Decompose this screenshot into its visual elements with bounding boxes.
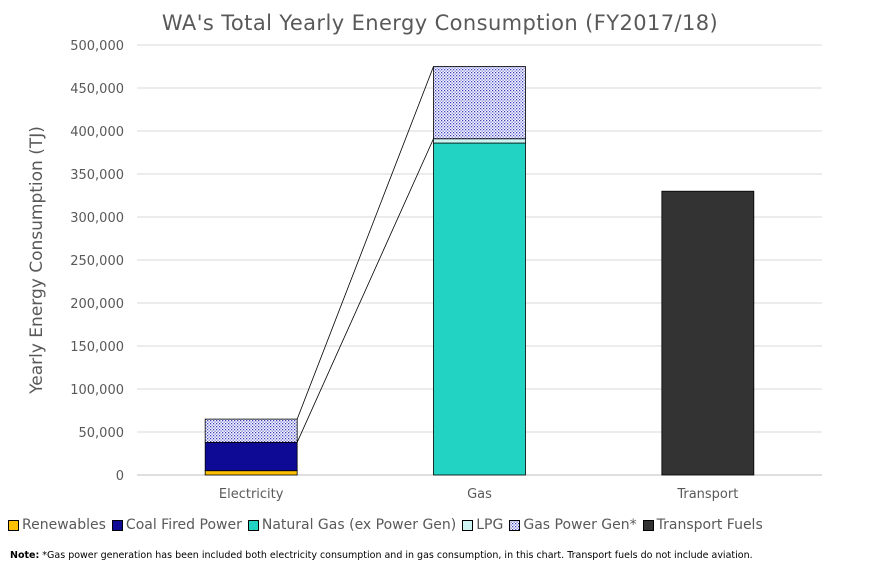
legend-item-renewables: Renewables [8, 517, 106, 533]
legend-swatch-lpg [462, 519, 474, 531]
connector-line [296, 66, 434, 420]
y-tick-label: 450,000 [70, 82, 124, 97]
y-tick-label: 0 [116, 469, 124, 484]
legend-label-transport-fuels: Transport Fuels [656, 517, 763, 533]
footnote-label: Note: [10, 550, 40, 561]
legend-label-gas-power-gen: Gas Power Gen* [523, 517, 637, 533]
chart-title: WA's Total Yearly Energy Consumption (FY… [162, 11, 718, 35]
y-axis-label: Yearly Energy Consumption (TJ) [27, 126, 47, 395]
legend-swatch-gas-power-gen [509, 519, 521, 531]
x-tick-label: Electricity [219, 487, 284, 502]
legend-item-gas-power-gen: Gas Power Gen* [509, 517, 637, 533]
footnote: Note: *Gas power generation has been inc… [10, 550, 875, 561]
legend-label-renewables: Renewables [22, 517, 106, 533]
chart: WA's Total Yearly Energy Consumption (FY… [27, 11, 822, 502]
bar-segment-gas-4 [433, 66, 526, 140]
y-tick-label: 50,000 [79, 426, 125, 441]
bar-segment-transport-5 [661, 190, 755, 476]
bar-segment-gas-2 [433, 142, 526, 476]
connector-line [296, 138, 434, 443]
y-tick-label: 400,000 [70, 125, 124, 140]
legend-item-transport-fuels: Transport Fuels [642, 517, 763, 533]
y-tick-label: 200,000 [70, 297, 124, 312]
connector-lines [296, 66, 434, 443]
x-tick-labels: Electricity Gas Transport [219, 487, 738, 502]
legend-label-natural-gas: Natural Gas (ex Power Gen) [261, 517, 457, 533]
bar-segment-electricity-4 [204, 418, 298, 443]
legend-swatch-renewables [8, 519, 19, 531]
legend-swatch-natural-gas [247, 519, 259, 531]
legend-item-natural-gas: Natural Gas (ex Power Gen) [247, 517, 457, 533]
bar-segment-electricity-1 [204, 441, 298, 472]
legend-swatch-transport-fuels [642, 519, 654, 531]
y-tick-labels: 0 50,000 100,000 150,000 200,000 250,000 300,0… [70, 39, 124, 484]
legend-label-coal: Coal Fired Power [125, 517, 242, 533]
legend-label-lpg: LPG [476, 517, 504, 533]
y-tick-label: 100,000 [70, 383, 124, 398]
legend: Renewables Coal Fired Power Natural Gas … [8, 517, 881, 533]
bar-segment-electricity-0 [204, 470, 298, 476]
y-tick-label: 500,000 [70, 39, 124, 54]
legend-swatch-coal [111, 519, 123, 531]
y-tick-label: 300,000 [70, 211, 124, 226]
x-tick-label: Gas [467, 487, 492, 502]
bars [204, 66, 755, 476]
legend-item-coal: Coal Fired Power [111, 517, 242, 533]
x-tick-label: Transport [676, 487, 738, 502]
y-tick-label: 350,000 [70, 168, 124, 183]
footnote-text: *Gas power generation has been included … [39, 550, 753, 561]
y-tick-label: 250,000 [70, 254, 124, 269]
legend-item-lpg: LPG [462, 517, 503, 533]
bar-segment-gas-3 [433, 138, 526, 144]
y-tick-label: 150,000 [70, 340, 124, 355]
